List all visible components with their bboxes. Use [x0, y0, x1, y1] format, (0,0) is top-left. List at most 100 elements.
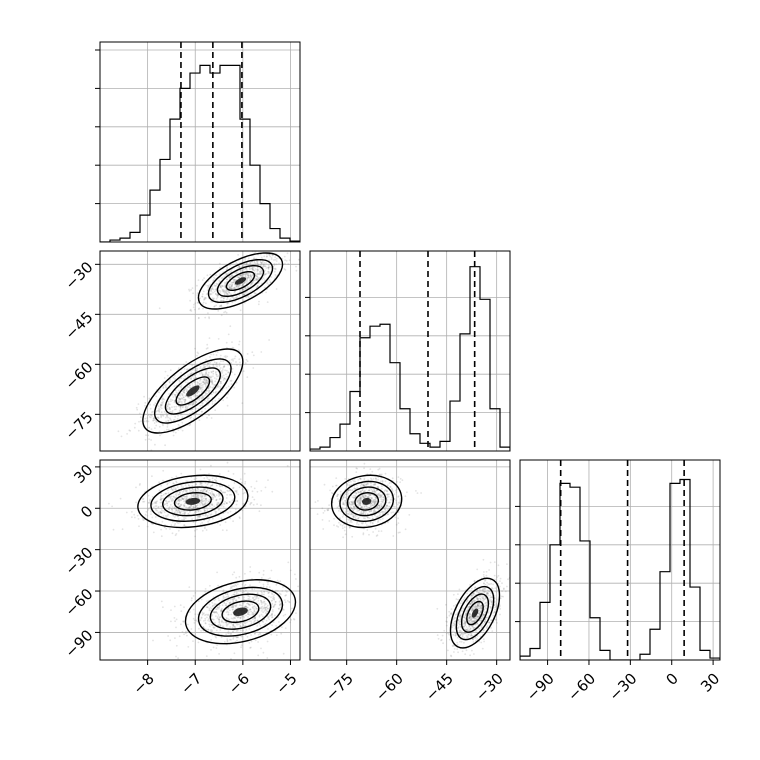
sample-point — [352, 514, 355, 517]
sample-point — [275, 624, 278, 627]
sample-point — [485, 593, 488, 596]
sample-point — [382, 496, 385, 499]
sample-point — [172, 499, 175, 501]
sample-point — [220, 609, 223, 612]
sample-point — [242, 293, 245, 296]
sample-point — [212, 279, 215, 281]
sample-point — [260, 269, 263, 272]
sample-point — [322, 528, 325, 530]
sample-point — [237, 616, 239, 619]
sample-point — [231, 573, 234, 576]
sample-point — [219, 624, 222, 627]
scatter-1-content — [108, 461, 300, 660]
sample-point — [112, 528, 115, 531]
sample-point — [176, 418, 179, 420]
sample-point — [147, 420, 150, 423]
sample-point — [241, 591, 244, 594]
sample-point — [192, 521, 195, 523]
sample-point — [249, 274, 252, 277]
sample-point — [230, 358, 233, 361]
sample-point — [203, 495, 206, 498]
sample-point — [204, 365, 207, 368]
sample-point — [173, 524, 176, 527]
sample-point — [190, 398, 193, 401]
sample-point — [230, 285, 233, 288]
sample-point — [190, 495, 193, 497]
sample-point — [237, 589, 240, 592]
sample-point — [459, 614, 462, 617]
sample-point — [272, 259, 275, 261]
sample-point — [164, 384, 167, 387]
sample-point — [222, 596, 225, 599]
sample-point — [231, 597, 234, 600]
sample-point — [468, 614, 471, 617]
sample-point — [217, 618, 220, 620]
sample-point — [194, 374, 197, 376]
sample-point — [483, 582, 485, 585]
sample-point — [264, 612, 267, 614]
sample-point — [197, 515, 199, 517]
sample-point — [219, 387, 222, 389]
sample-point — [241, 615, 244, 618]
sample-point — [359, 498, 362, 501]
sample-point — [222, 300, 224, 302]
sample-point — [202, 367, 205, 369]
sample-point — [357, 491, 360, 494]
sample-point — [173, 496, 176, 499]
sample-point — [246, 360, 249, 363]
sample-point — [222, 289, 225, 292]
sample-point — [242, 502, 245, 505]
sample-point — [184, 511, 187, 513]
sample-point — [192, 490, 195, 492]
sample-point — [252, 597, 255, 600]
sample-point — [211, 503, 214, 506]
sample-point — [181, 421, 184, 424]
sample-point — [200, 501, 202, 503]
sample-point — [202, 381, 205, 384]
sample-point — [175, 405, 178, 408]
sample-point — [342, 501, 344, 504]
sample-point — [366, 482, 369, 485]
sample-point — [483, 575, 485, 578]
sample-point — [256, 260, 259, 263]
sample-point — [346, 491, 349, 494]
sample-point — [204, 393, 207, 396]
sample-point — [175, 496, 177, 499]
sample-point — [268, 272, 271, 275]
sample-point — [476, 616, 479, 618]
histogram-panel-2 — [515, 459, 721, 661]
sample-point — [244, 605, 247, 608]
sample-point — [359, 477, 361, 480]
sample-point — [216, 283, 219, 286]
sample-point — [207, 619, 209, 622]
sample-point — [373, 503, 376, 505]
sample-point — [218, 266, 221, 269]
sample-point — [182, 486, 185, 488]
sample-point — [192, 490, 195, 493]
sample-point — [197, 493, 199, 496]
sample-point — [209, 492, 212, 495]
sample-point — [125, 511, 128, 514]
sample-point — [359, 502, 361, 505]
sample-point — [359, 497, 361, 500]
sample-point — [230, 293, 233, 296]
sample-point — [361, 506, 363, 509]
sample-point — [189, 373, 192, 376]
sample-point — [212, 386, 215, 388]
sample-point — [195, 407, 197, 410]
sample-point — [160, 511, 162, 514]
sample-point — [377, 493, 380, 496]
sample-point — [190, 396, 192, 398]
sample-point — [195, 369, 198, 371]
sample-point — [275, 589, 277, 592]
sample-point — [337, 526, 340, 528]
sample-point — [458, 622, 460, 624]
sample-point — [227, 632, 229, 634]
sample-point — [236, 490, 238, 492]
sample-point — [351, 502, 354, 504]
sample-point — [184, 517, 187, 520]
sample-point — [199, 515, 202, 518]
sample-point — [266, 590, 268, 593]
sample-point — [347, 489, 350, 492]
sample-point — [219, 285, 222, 288]
